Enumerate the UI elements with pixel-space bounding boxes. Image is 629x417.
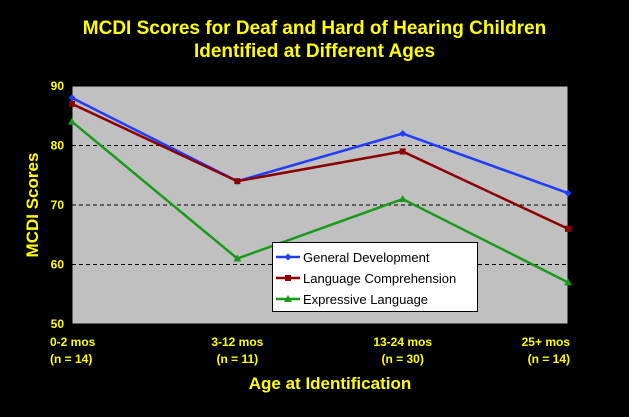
legend-marker-language-comprehension [276, 275, 300, 281]
series-line-general-development [71, 96, 569, 195]
x-tick-label-2: 13-24 mos [373, 335, 432, 349]
data-point-language-comprehension-2 [399, 148, 406, 155]
legend-label-language-comprehension: Language Comprehension [303, 271, 457, 286]
legend-entry-general-development: General Development [273, 247, 477, 267]
x-tick-count-0: (n = 14) [50, 352, 92, 366]
legend-marker-point-2 [284, 295, 292, 302]
data-point-language-comprehension-3 [565, 225, 571, 232]
series-line-expressive-language [71, 120, 569, 284]
x-tick-count-2: (n = 30) [381, 352, 423, 366]
y-tick-label-80: 80 [51, 139, 65, 153]
legend-entry-expressive-language: Expressive Language [273, 289, 477, 309]
x-tick-count-1: (n = 11) [216, 352, 258, 366]
series-line-language-comprehension [71, 102, 569, 230]
y-tick-label-60: 60 [51, 258, 65, 272]
data-point-language-comprehension-1 [234, 178, 241, 185]
legend-entry-language-comprehension: Language Comprehension [273, 268, 477, 288]
x-tick-label-3: 25+ mos [522, 335, 571, 349]
data-point-expressive-language-3 [564, 278, 572, 286]
data-point-general-development-3 [564, 189, 572, 197]
x-tick-label-1: 3-12 mos [211, 335, 263, 349]
legend-marker-point-0 [284, 253, 292, 261]
data-point-general-development-2 [399, 130, 407, 138]
x-tick-count-3: (n = 14) [528, 352, 570, 366]
data-point-expressive-language-0 [68, 117, 76, 125]
data-point-language-comprehension-0 [69, 100, 75, 107]
legend-marker-point-1 [285, 275, 291, 281]
x-axis-title: Age at Identification [249, 374, 411, 393]
chart-legend: General Development Language Comprehensi… [272, 242, 478, 312]
data-point-expressive-language-1 [233, 254, 242, 262]
legend-label-general-development: General Development [303, 250, 430, 265]
legend-marker-general-development [276, 253, 300, 261]
y-tick-label-50: 50 [51, 317, 65, 331]
y-tick-label-90: 90 [51, 79, 65, 93]
y-axis-title: MCDI Scores [23, 153, 42, 258]
y-tick-label-70: 70 [51, 198, 65, 212]
chart-title-line-2: Identified at Different Ages [193, 41, 436, 62]
data-point-expressive-language-2 [398, 195, 407, 203]
data-point-general-development-0 [68, 94, 76, 102]
legend-marker-expressive-language [276, 295, 300, 302]
chart-title-line-1: MCDI Scores for Deaf and Hard of Hearing… [82, 18, 547, 39]
legend-label-expressive-language: Expressive Language [303, 292, 429, 307]
x-tick-label-0: 0-2 mos [50, 335, 96, 349]
